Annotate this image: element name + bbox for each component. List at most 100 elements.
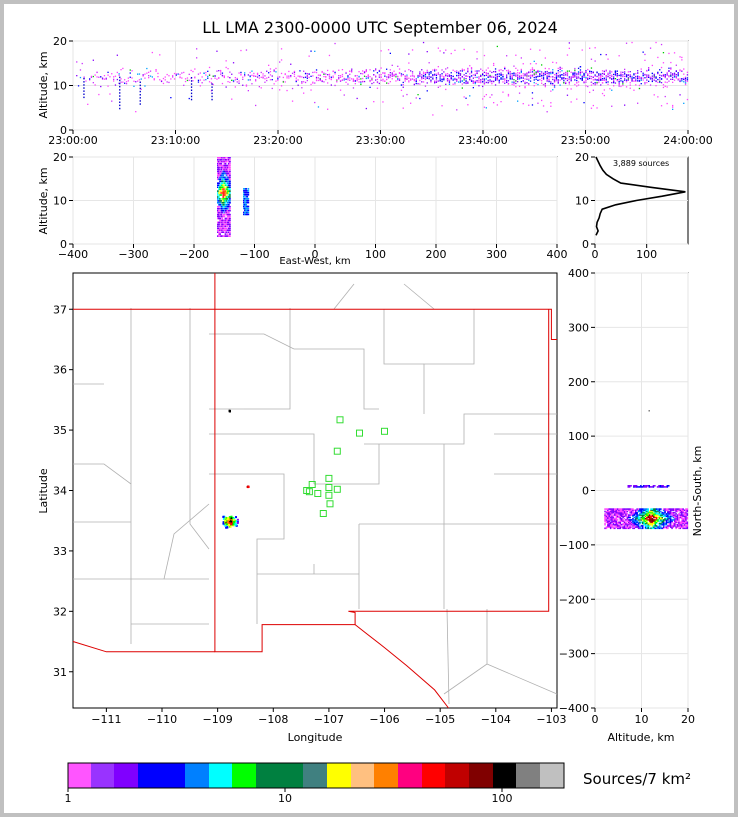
ns-source-point <box>604 510 606 513</box>
time-source-point <box>445 73 447 75</box>
time-source-point <box>491 80 493 83</box>
time-source-point <box>321 80 323 83</box>
time-source-point <box>422 75 425 77</box>
ns-source-point <box>678 508 680 510</box>
colorbar-cell <box>445 763 469 788</box>
ns-source-point <box>678 517 680 520</box>
map-source-point <box>229 522 231 525</box>
ns-source-point <box>605 519 608 521</box>
colorbar-cell <box>469 763 493 788</box>
time-source-point <box>199 85 201 87</box>
time-source-point <box>509 77 511 79</box>
time-source-point <box>561 67 563 69</box>
time-source-point <box>598 73 600 75</box>
ns-source-point <box>653 522 655 525</box>
time-source-point <box>590 75 593 78</box>
time-source-point <box>557 76 559 78</box>
time-source-point <box>624 79 626 81</box>
ew-source-point <box>219 213 221 216</box>
time-source-point <box>506 74 508 76</box>
ns-source-point <box>611 517 613 520</box>
time-source-point <box>590 70 593 73</box>
time-source-point <box>662 75 665 77</box>
hist-alt-tick-label: 0 <box>582 238 589 251</box>
ew-source-point <box>218 215 220 218</box>
ns-source-point <box>644 517 647 520</box>
time-source-point <box>321 70 323 73</box>
ew-source-point <box>244 188 246 190</box>
ns-source-point <box>653 509 655 512</box>
ns-source-point <box>662 526 665 528</box>
ns-source-point <box>665 523 668 526</box>
ns-source-point <box>621 509 623 512</box>
ns-source-point <box>681 516 683 519</box>
ns-source-point <box>643 511 645 514</box>
time-source-point <box>529 63 532 65</box>
time-source-point <box>581 76 583 78</box>
time-source-point <box>275 80 277 82</box>
ew-source-point <box>224 182 227 184</box>
time-source-point <box>598 79 600 81</box>
time-source-point <box>594 74 596 76</box>
ew-source-point <box>225 207 228 210</box>
time-source-point <box>301 82 303 84</box>
time-source-point <box>402 84 404 86</box>
time-source-point <box>387 76 390 78</box>
time-source-point <box>553 86 556 88</box>
ns-source-point <box>681 523 683 526</box>
time-source-point <box>546 70 548 73</box>
ew-source-point <box>221 178 224 181</box>
time-source-point <box>618 79 620 81</box>
time-source-point <box>343 79 345 81</box>
ew-source-point <box>229 235 231 237</box>
time-source-point <box>515 54 517 56</box>
ns-source-point <box>629 523 631 526</box>
time-source-point <box>435 81 438 83</box>
ew-source-point <box>220 231 223 233</box>
ew-source-point <box>217 190 219 192</box>
time-source-point <box>264 75 266 77</box>
time-source-point <box>668 52 670 55</box>
ns-source-point <box>640 516 643 519</box>
time-source-point <box>518 76 521 79</box>
time-source-point <box>544 67 546 70</box>
time-source-point <box>592 83 594 85</box>
ns-source-point <box>650 519 652 521</box>
time-source-point <box>314 101 316 104</box>
ns-source-point <box>616 519 619 521</box>
time-source-point <box>319 79 321 82</box>
ew-source-point <box>218 184 220 186</box>
time-source-point <box>391 64 393 66</box>
time-source-point <box>439 80 441 82</box>
time-source-point <box>216 50 218 52</box>
ns-source-point <box>639 519 641 521</box>
ew-source-point <box>220 205 223 208</box>
ns-source-point <box>658 486 660 488</box>
time-source-point <box>119 107 121 110</box>
ew-source-point <box>223 200 226 202</box>
time-source-point <box>317 77 320 79</box>
time-source-point <box>402 81 404 84</box>
ew-source-point <box>223 188 226 190</box>
ew-source-point <box>227 188 230 190</box>
ew-source-point <box>218 168 220 171</box>
time-source-point <box>358 71 360 73</box>
ns-source-point <box>625 513 627 515</box>
ns-source-point <box>621 517 623 520</box>
ns-source-point <box>675 509 677 512</box>
time-source-point <box>332 75 334 77</box>
ns-source-point <box>665 519 668 521</box>
ns-source-point <box>644 486 646 488</box>
ns-source-point <box>661 486 663 488</box>
ns-source-point <box>686 513 689 515</box>
ns-source-point <box>640 527 643 530</box>
ns-source-point <box>667 526 669 528</box>
time-source-point <box>500 76 502 79</box>
time-source-point <box>315 69 318 71</box>
time-source-point <box>507 73 510 75</box>
ns-source-point <box>668 523 670 526</box>
time-source-point <box>613 76 615 78</box>
time-source-point <box>443 77 445 79</box>
time-source-point <box>509 74 511 76</box>
ew-source-point <box>221 164 224 167</box>
